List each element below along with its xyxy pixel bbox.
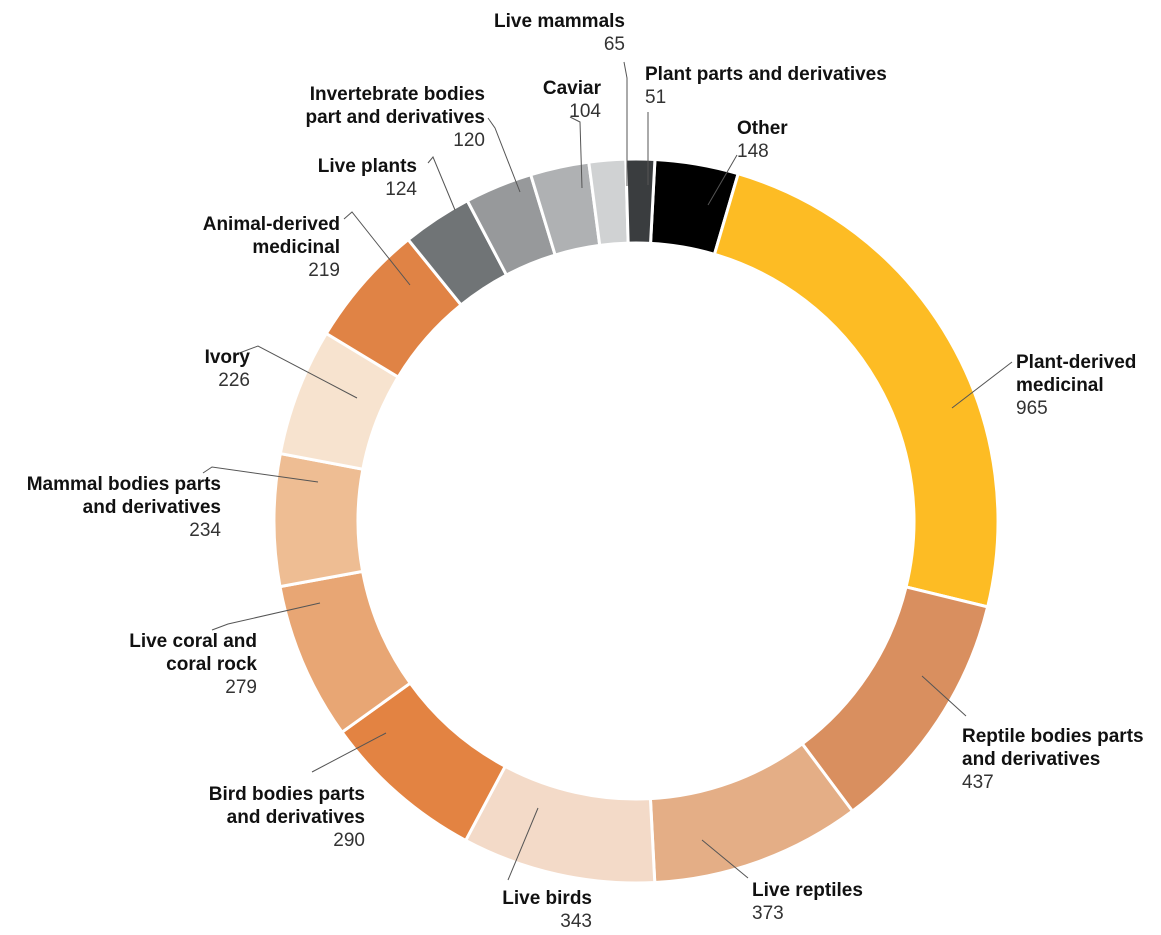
slice-label-value: 279 (225, 677, 257, 698)
slice-label-value: 148 (737, 141, 769, 162)
slice-label-4: Live birds 343 (502, 888, 592, 932)
slice-label-name: Live coral and (129, 631, 257, 652)
leader-line-5 (311, 732, 387, 773)
slice-label-value: 226 (218, 370, 250, 391)
slice-label-1: Plant-derived medicinal 965 (1016, 352, 1136, 419)
slice-label-value: 437 (962, 772, 994, 793)
leader-line-11 (487, 117, 521, 193)
leader-line-3 (701, 839, 749, 879)
slice-label-name: Live birds (502, 888, 592, 909)
leader-line-8 (233, 345, 358, 399)
leader-line-10 (427, 156, 456, 211)
slice-label-13: Live mammals 65 (494, 11, 625, 55)
leader-line-0 (707, 154, 738, 206)
slice-7 (272, 451, 365, 589)
slice-label-name: Plant parts and derivatives (645, 64, 887, 85)
slice-label-value: 290 (333, 830, 365, 851)
slice-label-value: 965 (1016, 398, 1048, 419)
slice-label-11: Invertebrate bodies part and derivatives 1… (305, 84, 485, 151)
slice-label-value: 343 (560, 911, 592, 932)
slice-label-value: 65 (604, 34, 625, 55)
slice-label-name: Ivory (205, 347, 251, 368)
slice-label-name: and derivatives (962, 749, 1100, 770)
slice-label-6: Live coral and coral rock 279 (129, 631, 257, 698)
slice-label-name: Live mammals (494, 11, 625, 32)
leader-line-9 (343, 211, 411, 286)
leader-lines-group (202, 61, 1013, 881)
slice-label-12: Caviar 104 (543, 78, 602, 122)
slice-label-9: Animal-derived medicinal 219 (203, 214, 340, 281)
slice-label-value: 120 (453, 130, 485, 151)
leader-line-13 (623, 61, 628, 186)
slice-label-name: Animal-derived (203, 214, 340, 235)
leader-line-7 (202, 466, 319, 483)
slice-label-name: Plant-derived (1016, 352, 1136, 373)
slice-label-8: Ivory 226 (205, 347, 251, 391)
slice-label-name: Mammal bodies parts (27, 474, 221, 495)
slice-label-14: Plant parts and derivatives 51 (645, 64, 887, 108)
slice-label-2: Reptile bodies parts and derivatives 437 (962, 726, 1144, 793)
slice-label-value: 124 (385, 179, 417, 200)
slice-label-name: part and derivatives (305, 107, 485, 128)
slice-label-name: Other (737, 118, 788, 139)
slice-label-value: 373 (752, 903, 784, 924)
slice-label-name: Reptile bodies parts (962, 726, 1144, 747)
slice-label-name: and derivatives (227, 807, 365, 828)
slice-label-name: Caviar (543, 78, 602, 99)
slice-14 (624, 157, 657, 245)
slice-label-7: Mammal bodies parts and derivatives 234 (27, 474, 222, 541)
slice-label-0: Other 148 (737, 118, 788, 162)
slice-label-value: 104 (569, 101, 601, 122)
slice-label-name: Live plants (318, 156, 417, 177)
slices-group (272, 157, 1000, 885)
slice-label-name: medicinal (252, 237, 340, 258)
slice-label-name: Invertebrate bodies (310, 84, 485, 105)
slice-label-name: Bird bodies parts (209, 784, 365, 805)
slice-label-value: 51 (645, 87, 666, 108)
leader-line-12 (569, 116, 583, 189)
slice-label-name: Live reptiles (752, 880, 863, 901)
slice-1 (712, 171, 1000, 609)
leader-line-4 (507, 807, 539, 881)
slice-2 (800, 585, 990, 814)
slice-label-name: coral rock (166, 654, 257, 675)
leader-line-2 (921, 675, 967, 717)
leader-line-1 (951, 361, 1013, 409)
slice-label-name: medicinal (1016, 375, 1104, 396)
leader-line-6 (211, 602, 321, 631)
slice-label-3: Live reptiles 373 (752, 880, 863, 924)
slice-label-value: 234 (189, 520, 221, 541)
slice-label-value: 219 (308, 260, 340, 281)
slice-label-name: and derivatives (83, 497, 221, 518)
slice-label-5: Bird bodies parts and derivatives 290 (209, 784, 365, 851)
slice-label-10: Live plants 124 (318, 156, 418, 200)
